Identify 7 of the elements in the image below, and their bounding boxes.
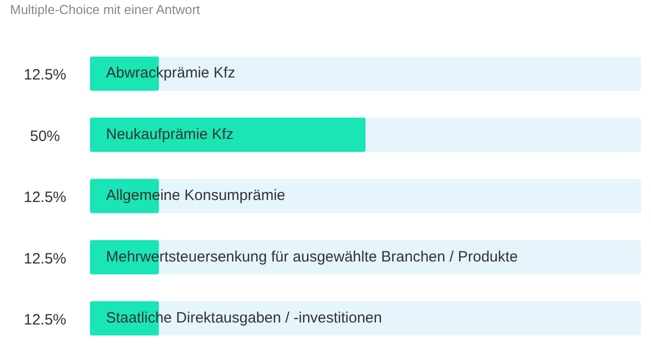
data-label: 12.5% [24,66,66,84]
data-label: 12.5% [24,189,66,206]
y-tick-label: Neukaufprämie Kfz [106,126,234,143]
data-label: 50% [30,128,60,145]
data-label: 12.5% [24,312,66,329]
data-label: 12.5% [24,250,66,268]
chart-title: Multiple-Choice mit einer Antwort [10,2,200,17]
